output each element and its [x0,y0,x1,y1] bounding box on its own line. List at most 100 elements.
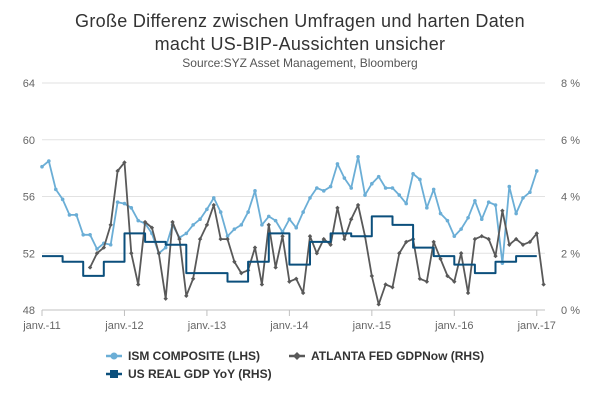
y-left-tick-label: 56 [23,192,35,204]
data-point [445,218,450,223]
y-right-tick-label: 4 % [561,192,580,204]
data-point [404,239,409,245]
data-point [40,164,44,169]
chart-title-line-1: Große Differenz zwischen Umfragen und ha… [75,11,525,31]
data-point [383,282,388,287]
data-point [47,159,51,163]
data-point [163,296,168,301]
data-point [466,215,470,220]
data-point [472,236,478,242]
data-point [411,172,415,176]
data-point [225,236,230,242]
data-point [363,193,367,197]
y-right-tick-label: 8 % [561,78,580,90]
data-point [225,234,230,239]
legend-item: ATLANTA FED GDPNow (RHS) [289,349,484,363]
data-point [294,225,299,230]
legend-item: ISM COMPOSITE (LHS) [106,349,260,363]
data-point [514,211,518,216]
data-point [376,174,381,179]
data-point [170,219,175,225]
data-point [356,154,360,159]
data-point [95,247,99,251]
data-point [370,181,374,186]
data-point [424,279,430,284]
data-point [355,202,361,208]
data-point [314,251,320,256]
data-point [184,293,189,299]
data-point [521,196,525,200]
data-point [404,201,409,206]
y-right-tick-label: 2 % [561,248,580,260]
legend-label: US REAL GDP YoY (RHS) [128,367,272,381]
x-tick-label: janv.-15 [352,320,391,332]
data-point [156,251,162,256]
x-tick-label: janv.-14 [269,320,308,332]
data-point [260,223,264,227]
data-point [431,187,436,192]
data-point [211,202,216,208]
data-point [479,217,484,221]
data-point [397,193,402,197]
data-point [60,197,65,202]
data-point [190,276,196,281]
data-point [67,213,72,217]
data-point [452,279,457,284]
data-point [287,217,292,221]
data-point [259,282,265,287]
data-point [493,203,498,207]
x-tick-label: janv.-13 [187,320,226,332]
data-point [307,234,313,239]
data-point [328,242,333,247]
data-point [335,205,340,211]
data-point [273,218,278,223]
data-point [177,236,182,242]
axis-layer: 48 52 56 60 64 0 % 2 % 4 % 6 % 8 % janv.-11 janv.-1… [22,78,580,332]
data-point [122,201,127,206]
data-point [383,186,388,190]
data-point [74,213,79,217]
data-point [321,189,326,193]
y-right-tick-label: 0 % [561,305,580,317]
y-left-tick-label: 64 [23,78,35,90]
data-point [108,222,113,228]
chart-title-line-2: macht US-BIP-Aussichten unsicher [155,34,446,54]
data-point [239,270,244,276]
series-1 [87,160,546,307]
data-point [205,207,209,212]
data-point [534,231,539,236]
data-point [417,276,423,281]
data-point [486,200,491,204]
data-point [459,227,463,231]
data-point [239,223,244,227]
data-point [308,196,312,200]
data-point [252,245,258,250]
data-point [163,245,168,250]
data-point [218,236,223,242]
data-point [527,239,533,245]
data-point [197,236,203,242]
data-point [452,234,457,239]
data-point [280,234,285,239]
data-point [198,217,202,221]
data-point [458,251,464,256]
data-point [473,198,477,203]
data-point [204,222,210,228]
data-point [115,168,120,174]
data-point [266,222,271,228]
y-left-tick-label: 60 [23,135,35,147]
data-point [425,206,429,210]
data-point [438,211,443,216]
data-point [397,251,402,256]
data-point [335,162,340,166]
data-point [349,186,354,190]
data-point [53,187,58,192]
data-point [321,236,326,242]
data-point [294,276,299,281]
y-left-tick-label: 52 [23,248,35,260]
chart-subtitle: Source:SYZ Asset Management, Bloomberg [182,56,417,70]
series-line [42,215,537,283]
data-point [528,190,532,195]
data-point [534,169,539,173]
y-right-tick-label: 6 % [561,135,580,147]
